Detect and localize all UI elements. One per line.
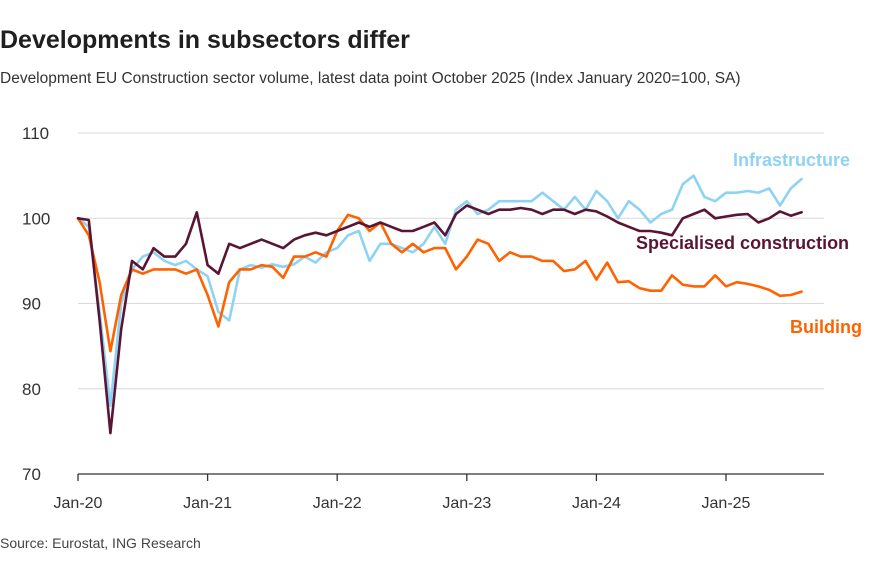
x-tick-label: Jan-22 [313,495,362,512]
y-tick-label: 100 [22,209,50,228]
x-tick-label: Jan-24 [572,495,621,512]
x-tick-label: Jan-23 [442,495,491,512]
series-line-specialised-construction [76,204,803,435]
series-labels: Infrastructure Specialised construction Bu… [636,150,862,337]
source-note: Source: Eurostat, ING Research [0,535,201,551]
chart-subtitle: Development EU Construction sector volum… [0,70,741,87]
chart-title: Developments in subsectors differ [0,26,410,54]
x-axis: Jan-20 Jan-21 Jan-22 Jan-23 Jan-24 Jan-25 [54,473,824,512]
grid: 70 80 90 100 110 [22,124,824,484]
series-lines [76,174,803,435]
y-tick-label: 80 [22,380,41,399]
series-label-building: Building [790,317,862,337]
y-tick-label: 90 [22,295,41,314]
x-tick-label: Jan-20 [54,495,103,512]
y-tick-label: 110 [22,124,49,143]
y-tick-label: 70 [22,465,41,484]
series-label-specialised-construction: Specialised construction [636,233,849,253]
x-tick-label: Jan-25 [702,495,751,512]
series-line-building [76,213,803,353]
series-label-infrastructure: Infrastructure [733,150,850,170]
x-tick-label: Jan-21 [183,495,232,512]
series-line-infrastructure [76,174,803,408]
